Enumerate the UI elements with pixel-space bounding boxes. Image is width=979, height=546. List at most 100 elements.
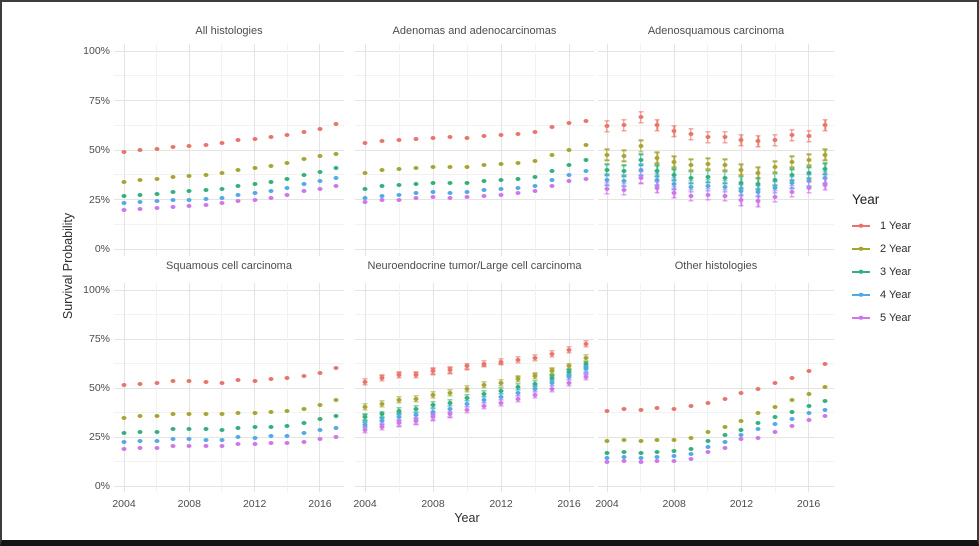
- error-bar-cap: [515, 383, 521, 385]
- error-bar-cap: [604, 193, 610, 195]
- data-point: [481, 178, 487, 183]
- data-point: [268, 377, 274, 382]
- data-point: [515, 185, 521, 190]
- x-major-gridline: [319, 283, 321, 492]
- panel-neuroendocrine-tumor-large-cell-carcinoma: [355, 283, 594, 492]
- data-point: [379, 167, 385, 172]
- data-point: [638, 175, 644, 180]
- error-bar-cap: [362, 384, 368, 386]
- error-bar-cap: [362, 378, 368, 380]
- panel-title: Adenosquamous carcinoma: [647, 25, 785, 37]
- error-bar-cap: [498, 363, 504, 366]
- data-point: [268, 440, 274, 445]
- data-point: [219, 170, 225, 175]
- panel-adenosquamous-carcinoma: [598, 44, 834, 256]
- data-point: [121, 179, 127, 184]
- data-point: [621, 406, 627, 411]
- x-major-gridline: [432, 283, 434, 492]
- data-point: [268, 409, 274, 414]
- error-bar-cap: [806, 166, 812, 168]
- x-minor-gridline: [156, 283, 158, 492]
- data-point: [566, 375, 572, 380]
- data-point: [379, 183, 385, 188]
- y-minor-gridline: [114, 314, 344, 315]
- data-point: [203, 380, 209, 385]
- data-point: [806, 391, 812, 396]
- data-point: [362, 186, 368, 191]
- legend-key-point: [858, 315, 864, 320]
- data-point: [170, 443, 176, 448]
- data-point: [203, 427, 209, 432]
- data-point: [671, 458, 677, 463]
- data-point: [532, 188, 538, 193]
- error-bar-cap: [671, 166, 677, 169]
- data-point: [252, 137, 258, 142]
- data-point: [170, 198, 176, 203]
- data-point: [789, 133, 795, 138]
- data-point: [671, 129, 677, 134]
- data-point: [333, 175, 339, 180]
- error-bar-cap: [822, 162, 828, 164]
- data-point: [566, 162, 572, 167]
- panel-title: All histologies: [195, 25, 263, 37]
- error-bar-cap: [413, 410, 419, 413]
- error-bar-cap: [772, 171, 778, 174]
- error-bar-cap: [772, 190, 778, 192]
- data-point: [447, 400, 453, 405]
- error-bar-cap: [413, 404, 419, 407]
- error-bar-cap: [822, 130, 828, 132]
- y-tick-label: 25%: [88, 431, 110, 443]
- data-point: [430, 402, 436, 407]
- y-tick-label: 75%: [88, 333, 110, 345]
- data-point: [566, 121, 572, 126]
- data-point: [268, 179, 274, 184]
- panel-title: Neuroendocrine tumor/Large cell carcinom…: [367, 260, 582, 272]
- data-point: [515, 132, 521, 137]
- data-point: [688, 456, 694, 461]
- x-major-gridline: [432, 44, 434, 256]
- error-bar-cap: [654, 162, 660, 165]
- x-minor-gridline: [774, 44, 776, 256]
- x-major-gridline: [123, 283, 125, 492]
- data-point: [186, 144, 192, 149]
- y-major-gridline: [114, 387, 344, 389]
- error-bar-cap: [822, 171, 828, 173]
- data-point: [252, 197, 258, 202]
- data-point: [705, 430, 711, 435]
- data-point: [515, 385, 521, 390]
- data-point: [604, 455, 610, 460]
- data-point: [671, 172, 677, 177]
- x-major-gridline: [740, 44, 742, 256]
- data-point: [755, 386, 761, 391]
- error-bar-cap: [413, 411, 419, 414]
- error-bar-cap: [464, 368, 470, 371]
- data-point: [532, 183, 538, 188]
- data-point: [396, 192, 402, 197]
- data-point: [532, 386, 538, 391]
- data-point: [154, 381, 160, 386]
- data-point: [137, 207, 143, 212]
- error-bar-cap: [604, 120, 610, 122]
- data-point: [789, 180, 795, 185]
- y-major-gridline: [598, 50, 834, 52]
- data-point: [738, 428, 744, 433]
- legend-item-2-year: 2 Year: [852, 242, 972, 255]
- error-bar-cap: [621, 130, 627, 132]
- panel-title: Adenomas and adenocarcinomas: [392, 25, 557, 37]
- data-point: [583, 367, 589, 372]
- error-bar-cap: [396, 406, 402, 409]
- error-bar-cap: [705, 199, 711, 201]
- data-point: [413, 137, 419, 142]
- error-bar-cap: [604, 148, 610, 151]
- y-major-gridline: [355, 248, 594, 250]
- data-point: [362, 380, 368, 385]
- data-point: [186, 443, 192, 448]
- legend-key-icon: [852, 311, 870, 324]
- data-point: [203, 187, 209, 192]
- error-bar-cap: [481, 381, 487, 383]
- error-bar-cap: [789, 168, 795, 170]
- error-bar-cap: [379, 400, 385, 402]
- data-point: [317, 417, 323, 422]
- data-point: [621, 458, 627, 463]
- data-point: [219, 186, 225, 191]
